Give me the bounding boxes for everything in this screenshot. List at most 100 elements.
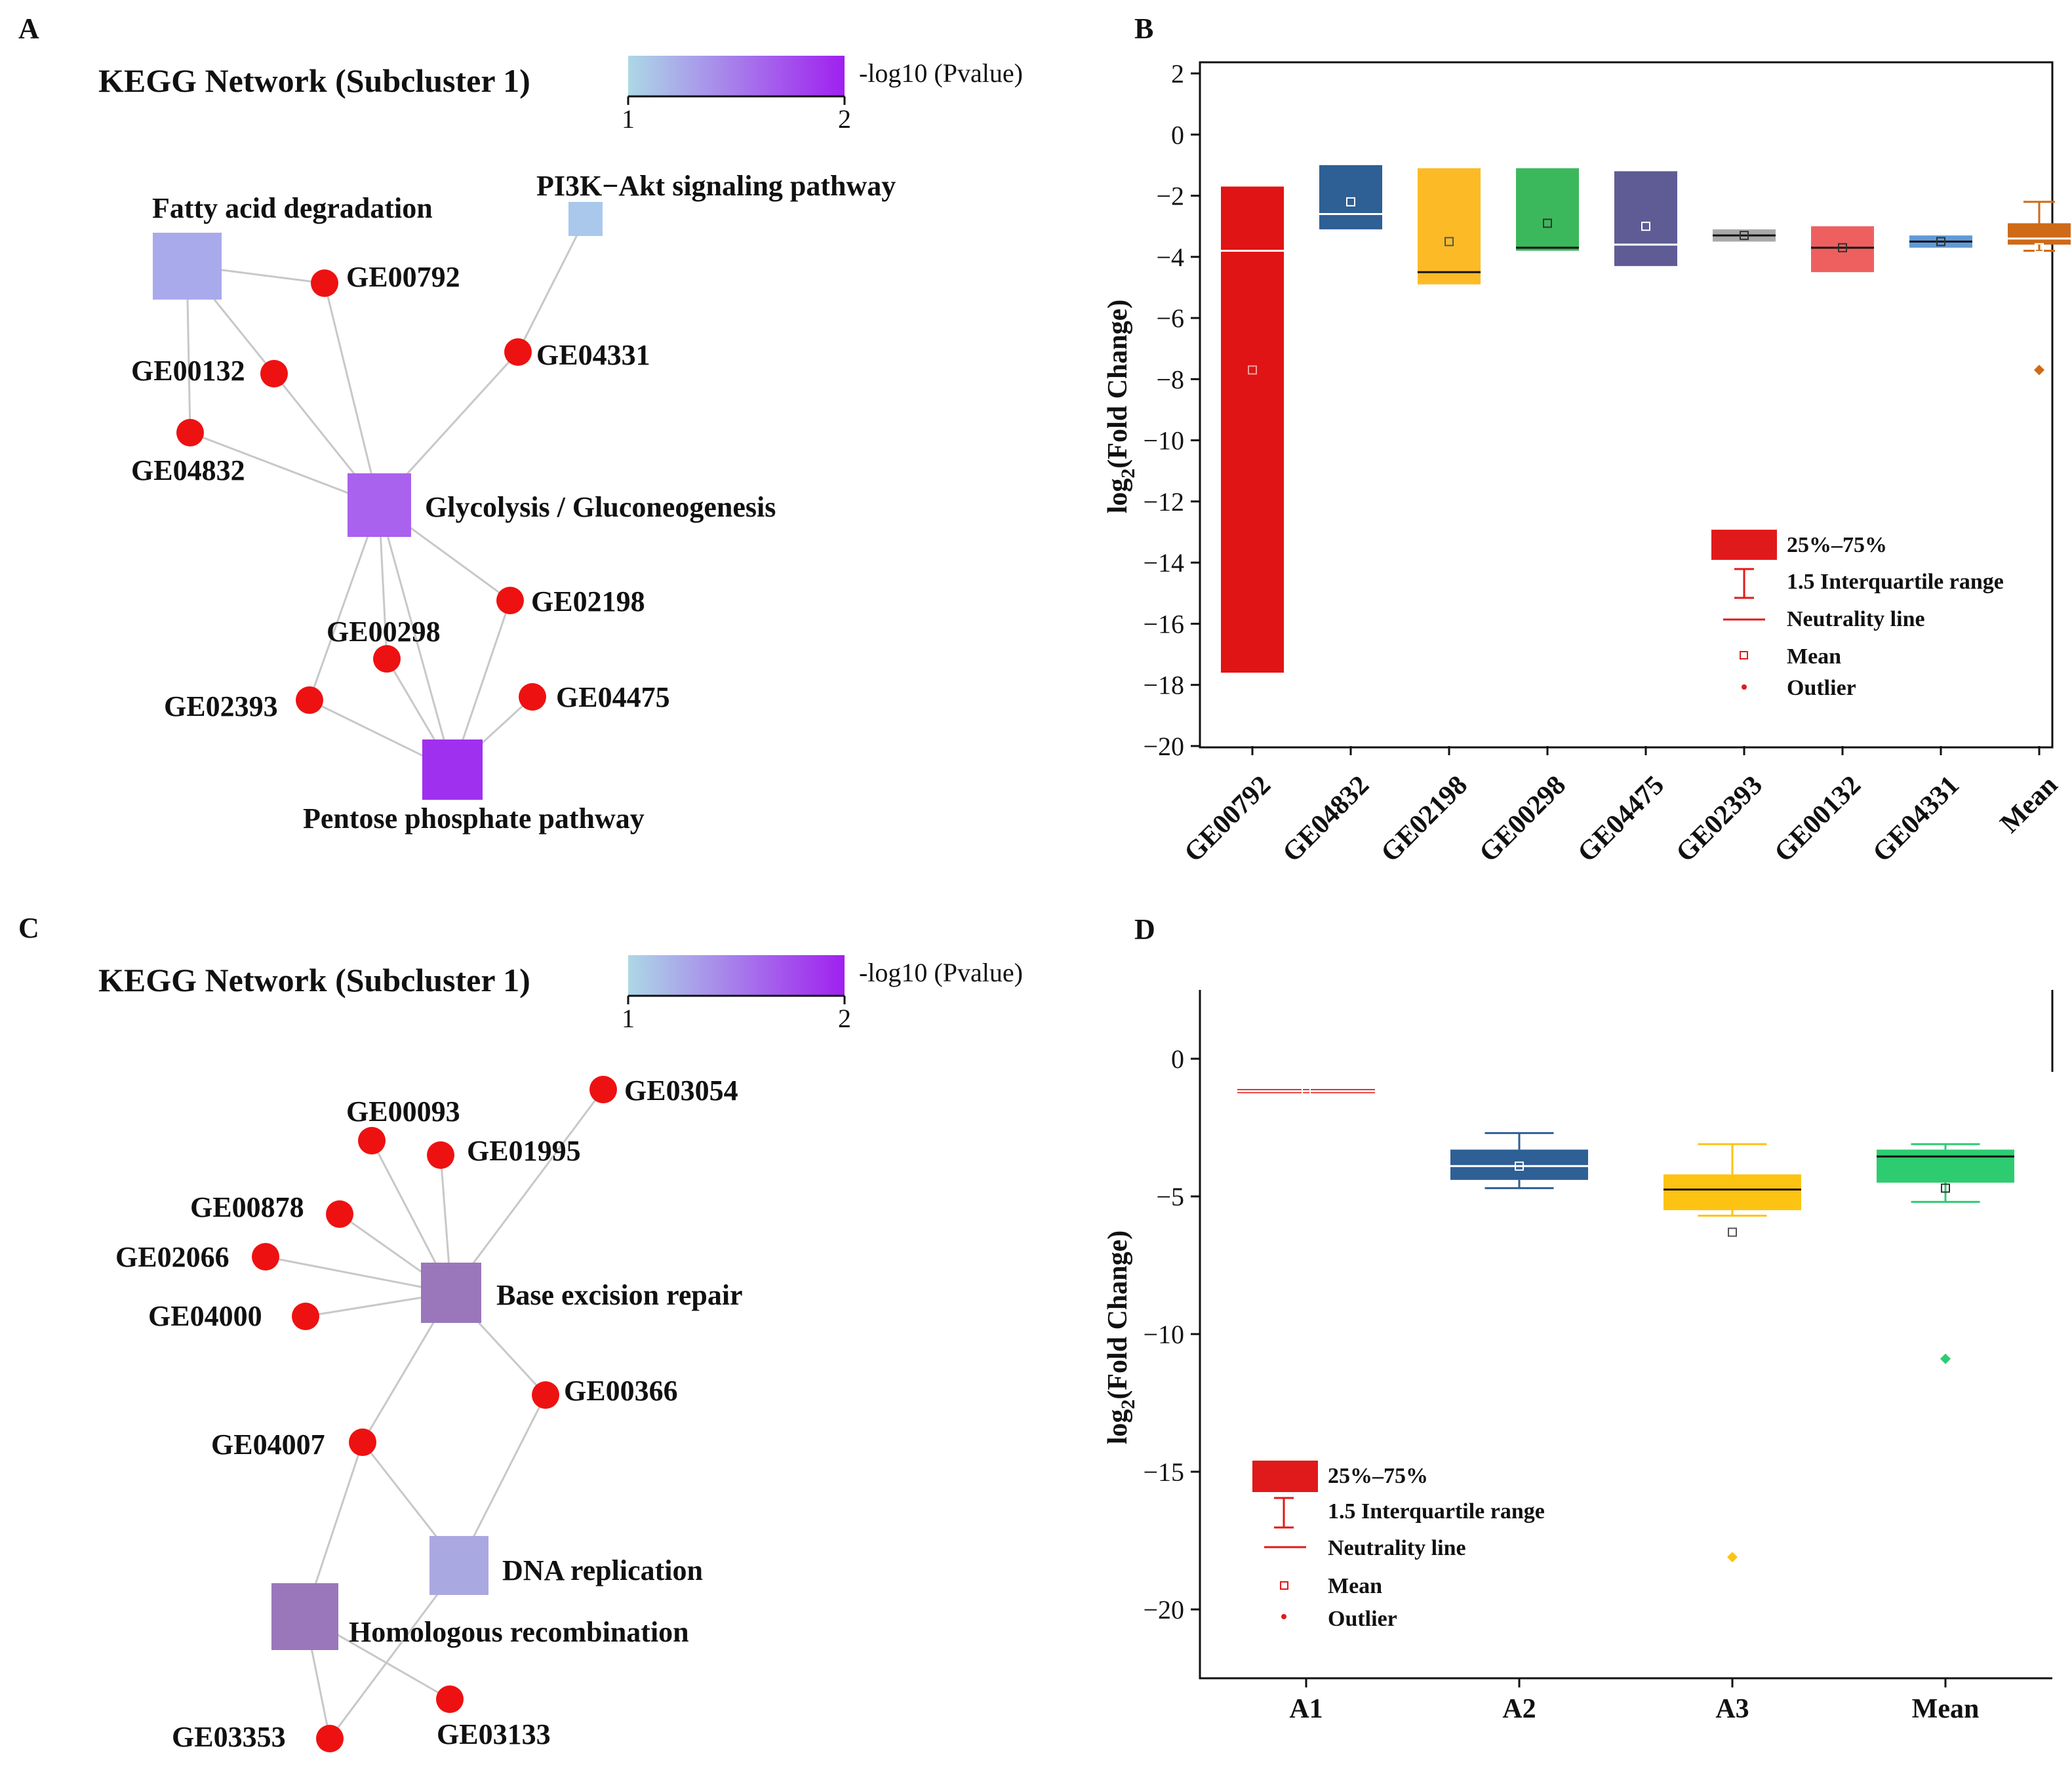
y-tick-label: 0 bbox=[1171, 120, 1184, 149]
colorbar-label: -log10 (Pvalue) bbox=[859, 58, 1023, 88]
legend-whisker-label: 1.5 Interquartile range bbox=[1328, 1499, 1545, 1524]
network-title-c: KEGG Network (Subcluster 1) bbox=[98, 962, 530, 998]
gene-node bbox=[292, 1303, 319, 1330]
legend-whisker-label: 1.5 Interquartile range bbox=[1787, 570, 2004, 594]
panel-d: D 0 −5 −10 −15 −20 A1 A2 A3 Mean log2(Fold Chang… bbox=[1103, 913, 2054, 1724]
legend-whisker-swatch bbox=[1274, 1497, 1294, 1529]
panel-letter-c: C bbox=[18, 912, 39, 944]
gene-node bbox=[260, 360, 288, 387]
panel-a: A KEGG Network (Subcluster 1) -log10 (Pv… bbox=[18, 12, 1023, 835]
y-axis-title-sub: 2 bbox=[1117, 469, 1139, 479]
gene-node bbox=[296, 686, 323, 714]
box-GE00298 bbox=[1516, 168, 1579, 251]
box-GE02198 bbox=[1418, 168, 1481, 285]
plot-frame-b bbox=[1199, 61, 2054, 749]
y-tick-label: −12 bbox=[1143, 487, 1184, 517]
colorbar-gradient bbox=[628, 56, 845, 96]
legend-box-label: 25%–75% bbox=[1328, 1464, 1428, 1488]
gene-label: GE04832 bbox=[131, 454, 245, 486]
network-edges-c bbox=[265, 1089, 605, 1739]
gene-label: GE00792 bbox=[346, 261, 460, 293]
mean-marker bbox=[1543, 218, 1552, 228]
y-tick-label: −20 bbox=[1143, 1595, 1184, 1624]
y-tick-label: −14 bbox=[1143, 548, 1184, 578]
legend-outlier-swatch bbox=[1281, 1614, 1286, 1619]
box-GE04475 bbox=[1614, 171, 1677, 266]
mean-marker bbox=[2035, 243, 2044, 252]
gene-label: GE04000 bbox=[148, 1300, 262, 1332]
y-axis-title-main: log bbox=[1103, 479, 1133, 514]
mean-marker bbox=[1941, 1183, 1950, 1193]
category-label: A2 bbox=[1502, 1694, 1536, 1724]
chart-d: 0 −5 −10 −15 −20 A1 A2 A3 Mean bbox=[1143, 1044, 2014, 1724]
legend-box-swatch bbox=[1711, 530, 1777, 560]
category-label: GE00132 bbox=[1768, 770, 1867, 869]
legend-b: 25%–75% 1.5 Interquartile range Neutrali… bbox=[1711, 530, 2004, 700]
edge bbox=[323, 283, 380, 505]
legend-line-label: Neutrality line bbox=[1328, 1536, 1466, 1560]
gene-label: GE00878 bbox=[190, 1191, 304, 1223]
y-tick-label: −16 bbox=[1143, 609, 1184, 639]
plot-frame-d bbox=[1199, 990, 2054, 1680]
legend-mean-swatch bbox=[1280, 1581, 1288, 1590]
pathway-node bbox=[271, 1583, 338, 1650]
gene-label: GE03353 bbox=[172, 1721, 286, 1753]
category-label: Mean bbox=[1995, 770, 2063, 839]
category-label: GE00298 bbox=[1473, 770, 1572, 869]
panel-letter-a: A bbox=[18, 12, 39, 45]
category-label: Mean bbox=[1912, 1694, 1980, 1724]
gene-label: GE03133 bbox=[437, 1718, 551, 1750]
gene-label: GE02066 bbox=[115, 1241, 229, 1273]
y-tick-label: 2 bbox=[1171, 59, 1184, 89]
y-tick-label: −20 bbox=[1143, 732, 1184, 761]
y-axis-title-b: log2(Fold Change) bbox=[1103, 300, 1139, 514]
edge bbox=[265, 1255, 452, 1294]
pathway-label: Base excision repair bbox=[496, 1279, 743, 1311]
box-Mean bbox=[2008, 223, 2071, 245]
mean-marker bbox=[1740, 231, 1749, 241]
y-tick-label: 0 bbox=[1171, 1044, 1184, 1074]
legend-outlier-label: Outlier bbox=[1328, 1607, 1397, 1631]
box-A2 bbox=[1450, 1149, 1588, 1180]
y-tick-label: −18 bbox=[1143, 671, 1184, 700]
category-label: GE02393 bbox=[1670, 770, 1768, 869]
y-tick-label: −5 bbox=[1156, 1182, 1184, 1211]
mean-marker bbox=[1346, 197, 1355, 207]
gene-node bbox=[532, 1381, 559, 1409]
y-axis-title-d: log2(Fold Change) bbox=[1103, 1231, 1139, 1445]
legend-mean-label: Mean bbox=[1787, 644, 1841, 669]
gene-label: GE00298 bbox=[327, 616, 441, 648]
mean-marker bbox=[1936, 237, 1945, 246]
pathway-node bbox=[422, 739, 483, 800]
category-label: A1 bbox=[1289, 1694, 1323, 1724]
y-tick-label: −4 bbox=[1156, 243, 1184, 272]
pathway-label: Pentose phosphate pathway bbox=[303, 802, 645, 835]
y-tick-label: −10 bbox=[1143, 1320, 1184, 1349]
legend-whisker-swatch bbox=[1734, 568, 1754, 599]
colorbar-max-label: 2 bbox=[838, 1004, 851, 1033]
mean-marker bbox=[1444, 237, 1454, 246]
y-tick-label: −6 bbox=[1156, 304, 1184, 333]
gene-node bbox=[373, 645, 401, 673]
category-label: GE00792 bbox=[1178, 770, 1277, 869]
mean-marker bbox=[1515, 1161, 1524, 1171]
category-label: GE04331 bbox=[1867, 770, 1965, 869]
colorbar-min-label: 1 bbox=[622, 104, 635, 134]
gene-node bbox=[519, 683, 546, 711]
legend-mean-swatch bbox=[1740, 651, 1748, 660]
gene-node bbox=[589, 1076, 617, 1103]
pathway-node bbox=[421, 1263, 481, 1323]
colorbar-min-label: 1 bbox=[622, 1004, 635, 1033]
outlier-marker bbox=[1727, 1552, 1738, 1563]
pathway-label: DNA replication bbox=[502, 1554, 703, 1586]
mean-marker bbox=[1248, 365, 1257, 375]
edge bbox=[450, 1089, 605, 1293]
gene-node bbox=[504, 338, 532, 366]
edge bbox=[378, 504, 454, 771]
pathway-label: Fatty acid degradation bbox=[152, 192, 433, 224]
colorbar-a: -log10 (Pvalue) 1 2 bbox=[622, 56, 1023, 134]
colorbar-label: -log10 (Pvalue) bbox=[859, 958, 1023, 987]
category-label: GE02198 bbox=[1375, 770, 1473, 869]
